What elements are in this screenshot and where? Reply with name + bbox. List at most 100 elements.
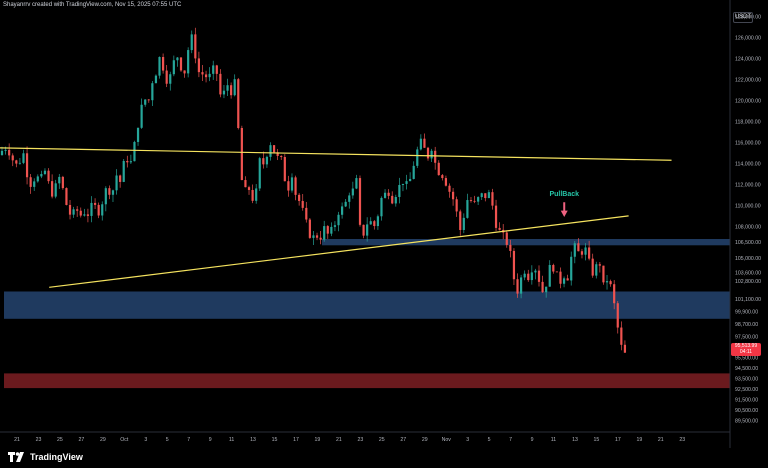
- time-axis[interactable]: 21 23 25 27 29 Oct 3 5 7 9 11 13 15 17 19 21 23 25 27 29 Nov…: [14, 437, 685, 443]
- candle: [11, 153, 14, 167]
- candle: [165, 65, 168, 88]
- candle: [79, 207, 82, 218]
- candle: [222, 84, 226, 99]
- candle: [383, 189, 387, 199]
- candle: [215, 64, 218, 82]
- brand-name: TradingView: [30, 452, 83, 462]
- candle: [54, 179, 57, 199]
- candle: [230, 82, 233, 99]
- candle: [523, 270, 526, 281]
- candle: [512, 248, 516, 286]
- candle: [487, 189, 490, 199]
- candle: [219, 69, 222, 98]
- candle: [366, 217, 369, 242]
- candlestick-series: [0, 27, 627, 353]
- candle: [18, 157, 21, 165]
- candle: [126, 155, 129, 168]
- x-tick-label: 5: [488, 437, 491, 443]
- candle: [294, 175, 297, 201]
- candle: [115, 169, 118, 195]
- candle: [566, 274, 569, 281]
- candle: [441, 174, 444, 181]
- currency-label[interactable]: USDT: [733, 12, 753, 23]
- candle: [144, 99, 147, 107]
- candle: [179, 57, 183, 72]
- y-tick-label: 98,700.00: [735, 322, 758, 328]
- candle: [548, 260, 551, 287]
- candle: [426, 146, 430, 161]
- candle: [262, 151, 265, 169]
- candle: [462, 213, 465, 234]
- candle: [595, 261, 598, 279]
- candle: [330, 222, 333, 237]
- y-tick-label: 101,100.00: [735, 297, 761, 303]
- price-axis[interactable]: 128,000.00 126,000.00 124,000.00 122,000.00…: [735, 14, 761, 424]
- descending-trendline[interactable]: [0, 147, 672, 161]
- trendlines: [0, 147, 672, 288]
- candle: [251, 184, 254, 204]
- candle: [169, 71, 172, 91]
- x-tick-label: 5: [166, 437, 169, 443]
- x-tick-label: 15: [594, 437, 600, 443]
- support-zones: [4, 239, 730, 389]
- candle: [326, 225, 329, 239]
- candle: [455, 196, 458, 217]
- last-price-value: 95,513.99: [734, 343, 758, 349]
- x-tick-label: 13: [250, 437, 256, 443]
- candle: [401, 183, 405, 192]
- x-tick-label: 29: [100, 437, 106, 443]
- candle: [613, 280, 616, 310]
- candle: [620, 321, 623, 351]
- candle: [409, 172, 412, 182]
- candle: [183, 70, 186, 78]
- candle: [591, 253, 594, 278]
- candle: [312, 231, 315, 245]
- candle: [623, 340, 627, 353]
- candle: [25, 146, 29, 185]
- candle: [233, 74, 236, 97]
- x-tick-label: 23: [36, 437, 42, 443]
- candle: [609, 279, 612, 287]
- candle: [280, 155, 283, 160]
- candle: [33, 178, 36, 191]
- candle: [43, 168, 47, 176]
- y-tick-label: 120,000.00: [735, 98, 761, 104]
- candle: [376, 214, 379, 230]
- pullback-annotation[interactable]: PullBack: [549, 191, 579, 198]
- x-tick-label: 11: [229, 437, 234, 443]
- candle: [154, 74, 158, 84]
- candle: [237, 77, 240, 130]
- candle: [197, 51, 200, 78]
- candle: [212, 60, 215, 80]
- x-tick-label: 27: [400, 437, 406, 443]
- candle: [562, 276, 566, 288]
- x-tick-label: 17: [615, 437, 621, 443]
- rising-trendline[interactable]: [49, 215, 629, 288]
- last-price-tag: 95,513.99 04:11: [731, 343, 761, 356]
- x-tick-label: 9: [209, 437, 212, 443]
- y-tick-label: 106,500.00: [735, 240, 761, 246]
- candle: [108, 185, 111, 200]
- x-tick-label: 9: [531, 437, 534, 443]
- candle: [51, 174, 54, 199]
- lower-support-zone: [4, 373, 730, 389]
- y-tick-label: 124,000.00: [735, 56, 761, 62]
- y-tick-label: 118,000.00: [735, 119, 761, 125]
- candle: [516, 273, 519, 298]
- upper-support-zone: [322, 239, 730, 246]
- candle: [530, 265, 533, 285]
- candle: [244, 176, 247, 188]
- candle: [104, 186, 107, 212]
- tradingview-brand[interactable]: TradingView: [8, 450, 83, 464]
- candle: [552, 263, 555, 274]
- candle: [93, 198, 97, 209]
- candle: [509, 239, 512, 258]
- candle: [68, 199, 72, 220]
- y-tick-label: 89,500.00: [735, 419, 758, 425]
- candle: [333, 221, 337, 232]
- candle: [369, 217, 372, 225]
- candle: [287, 175, 290, 197]
- pullback-arrow-icon: [560, 202, 568, 217]
- y-tick-label: 110,000.00: [735, 203, 761, 209]
